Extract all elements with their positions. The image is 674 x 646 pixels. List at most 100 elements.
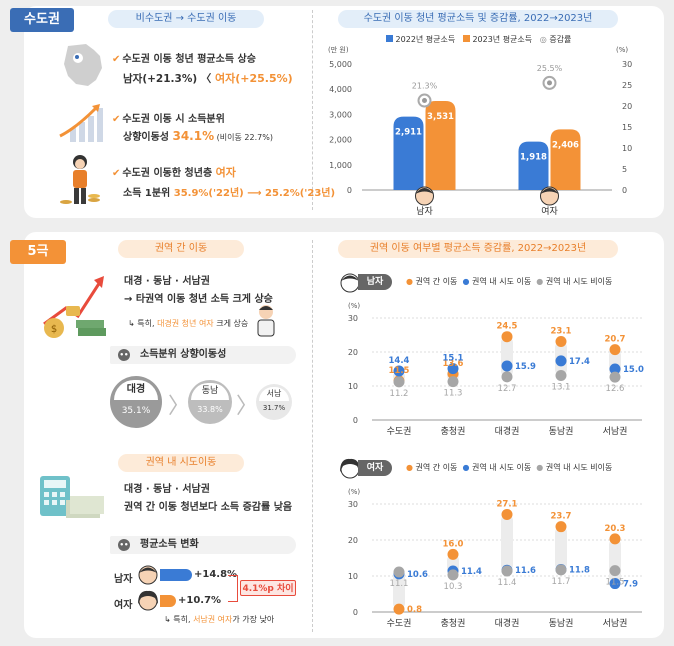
y-tick-label: 1,000 xyxy=(329,161,352,170)
data-point xyxy=(393,376,405,388)
data-label: 17.4 xyxy=(569,357,590,367)
data-label: 11.4 xyxy=(498,578,517,588)
data-label: 11.5 xyxy=(389,366,410,376)
bar-value-label: 1,918 xyxy=(520,153,547,163)
chart-female-legend: ● 권역 간 이동 ● 권역 내 시도 이동 ● 권역 내 시도 비이동 xyxy=(406,463,613,472)
data-label: 15.9 xyxy=(515,362,536,372)
data-point xyxy=(447,376,459,388)
female-face-icon xyxy=(138,590,158,611)
region-tag-5poles: 5극 xyxy=(10,240,66,264)
female-value: +10.7% xyxy=(178,595,222,606)
y2-tick-label: 10 xyxy=(622,144,632,153)
data-label: 11.8 xyxy=(569,566,590,576)
right-section-title: 수도권 이동 청년 평균소득 및 증감률, 2022→2023년 xyxy=(338,10,618,28)
data-point xyxy=(501,331,513,343)
data-point xyxy=(609,363,621,375)
rate-marker-dot xyxy=(422,98,427,104)
subhead-income-change: •• 평균소득 변화 xyxy=(110,536,296,554)
x-category-label: 대경권 xyxy=(495,617,520,629)
chart-male-legend: ● 권역 간 이동 ● 권역 내 시도 이동 ● 권역 내 시도 비이동 xyxy=(406,277,613,286)
y-tick-label: 10 xyxy=(348,572,358,581)
male-chart-title: 남자 xyxy=(358,274,392,290)
data-label: 20.3 xyxy=(605,524,626,534)
data-point xyxy=(555,369,567,381)
y-tick-label: 2,000 xyxy=(329,136,352,145)
bar xyxy=(550,129,581,190)
data-label: 15.1 xyxy=(443,354,464,364)
svg-text:$: $ xyxy=(51,324,57,335)
legend-swatch-rate: ◎ xyxy=(539,35,547,44)
y2-tick-label: 0 xyxy=(622,186,627,195)
interregional-line2: → 타권역 이동 청년 소득 크게 상승 xyxy=(124,294,273,305)
legend-2022: 2022년 평균소득 xyxy=(395,35,456,44)
range-band xyxy=(393,572,405,610)
y-tick-label: 0 xyxy=(347,186,352,195)
left-section-title: 비수도권 → 수도권 이동 xyxy=(108,10,264,28)
bar-value-label: 3,531 xyxy=(427,112,454,122)
bar-value-label: 2,406 xyxy=(552,140,579,150)
money-growth-icon: $ xyxy=(43,276,106,338)
data-label: 14.4 xyxy=(389,356,410,366)
data-label: 23.7 xyxy=(551,512,572,522)
data-label: 11.2 xyxy=(390,389,409,399)
capital-income-chart: (만 원) (%) 0 1,000 2,000 3,000 4,000 5,000 0 5 10 15… xyxy=(328,45,632,217)
y2-tick-label: 30 xyxy=(622,60,632,69)
rate-label: 25.5% xyxy=(537,64,563,73)
data-point xyxy=(501,371,513,383)
female-label: 여자 xyxy=(114,600,133,611)
data-point xyxy=(501,565,513,577)
male-value: +14.8% xyxy=(194,569,238,580)
legend-swatch-2023 xyxy=(462,35,470,42)
data-point xyxy=(609,578,621,590)
x-category-label: 수도권 xyxy=(387,425,412,437)
right-bottom-title: 권역 이동 여부별 평균소득 증감률, 2022→2023년 xyxy=(338,240,618,258)
bar xyxy=(425,101,456,190)
data-label: 10.6 xyxy=(407,570,428,580)
data-label: 11.6 xyxy=(515,566,536,576)
section-intraregional: 권역 내 시도이동 xyxy=(118,454,244,472)
female-chart-title: 여자 xyxy=(358,460,392,476)
data-point xyxy=(501,360,513,372)
data-point xyxy=(393,365,405,377)
male-change-chart: (%) 0 10 20 30 11.514.4 11.2 수도권 13.615.1 11.3 충청권… xyxy=(348,302,644,437)
intraregional-line1: 대경 · 동남 · 서남권 xyxy=(124,484,210,495)
intraregional-note: ↳ 특히, 서남권 여자가 가장 낮아 xyxy=(164,615,275,624)
data-point xyxy=(609,565,621,577)
data-point xyxy=(555,355,567,367)
y-tick-label: 5,000 xyxy=(329,60,352,69)
capital-item-1-line1: ✔ 수도권 이동 청년 평균소득 상승 xyxy=(112,54,256,65)
chart1-legend: 2022년 평균소득 2023년 평균소득 ◎ 증감률 xyxy=(386,34,571,45)
top-divider xyxy=(312,10,313,210)
data-point xyxy=(555,564,567,576)
chevron-right-icon: 〉 xyxy=(168,394,191,419)
x-category-label: 수도권 xyxy=(387,617,412,629)
male-avatar-icon xyxy=(340,273,360,293)
data-label: 20.7 xyxy=(605,335,626,345)
x-category-label: 남자 xyxy=(416,206,433,217)
y-tick-label: 20 xyxy=(348,536,358,545)
subhead-mobility: •• 소득분위 상향이동성 xyxy=(110,346,296,364)
data-label: 15.0 xyxy=(623,365,644,375)
female-bar xyxy=(160,595,176,607)
diff-bracket xyxy=(228,575,238,602)
subhead-income-icon: •• xyxy=(118,539,130,551)
range-band xyxy=(501,514,513,571)
capital-item-3-line1: ✔ 수도권 이동한 청년층 여자 xyxy=(112,166,236,179)
capital-item-2-line1: ✔ 수도권 이동 시 소득분위 xyxy=(112,114,225,125)
female-avatar-icon xyxy=(340,458,360,479)
x-category-label: 동남권 xyxy=(549,617,574,629)
data-label: 27.1 xyxy=(497,499,518,509)
intraregional-line2: 권역 간 이동 청년보다 소득 증감률 낮음 xyxy=(124,502,293,513)
bar xyxy=(518,141,549,190)
data-label: 11.1 xyxy=(390,579,409,589)
legend-rate: 증감률 xyxy=(549,35,572,44)
interregional-line1: 대경 · 동남 · 서남권 xyxy=(124,276,210,287)
data-point xyxy=(555,335,567,347)
y-axis-unit: (%) xyxy=(348,302,360,310)
data-label: 10.3 xyxy=(444,582,463,592)
data-label: 13.6 xyxy=(443,359,464,369)
section-interregional: 권역 간 이동 xyxy=(118,240,244,258)
x-category-label: 충청권 xyxy=(441,425,466,437)
female-change-chart: (%) 0 10 20 30 0.8 10.611.1 수도권 16.0 11.4 10.3 충청권 2… xyxy=(348,488,642,629)
data-label: 16.0 xyxy=(443,539,464,549)
